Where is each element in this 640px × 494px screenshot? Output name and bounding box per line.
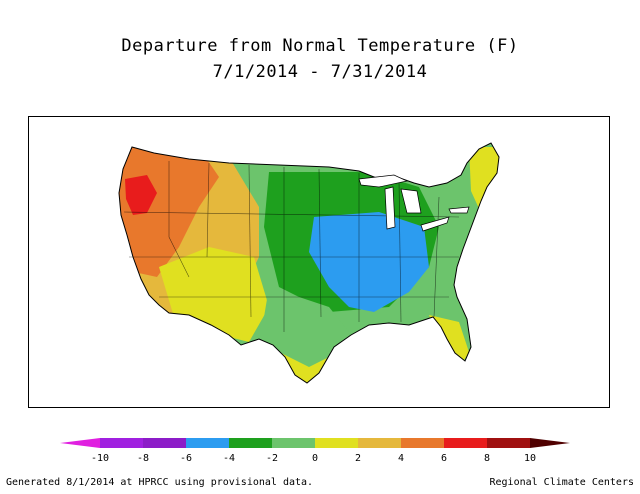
legend-tick-label: -8 — [137, 453, 149, 464]
legend-swatch — [401, 438, 444, 448]
lake-superior — [358, 174, 409, 188]
zone-pacific-coast-hot — [119, 143, 219, 277]
credit-label: Regional Climate Centers — [489, 477, 635, 488]
legend-tick-label: 2 — [355, 453, 361, 464]
legend-tick-label: 4 — [398, 453, 404, 464]
temperature-zones — [119, 143, 499, 383]
legend-ticks: -10 -8 -6 -4 -2 0 2 4 6 8 10 — [91, 453, 536, 464]
state-line — [206, 162, 210, 258]
map-title: Departure from Normal Temperature (F) — [121, 36, 519, 56]
legend-tick-label: -2 — [266, 453, 278, 464]
state-line — [318, 168, 322, 318]
legend-swatch — [100, 438, 143, 448]
map-frame — [28, 116, 610, 408]
state-line — [248, 164, 252, 318]
zone-southwest-mild — [159, 247, 269, 342]
legend-high-arrow — [530, 438, 570, 448]
zone-northern-california-very-hot — [125, 175, 157, 215]
generated-note: Generated 8/1/2014 at HPRCC using provis… — [6, 477, 314, 488]
state-boundaries — [123, 161, 460, 332]
state-line — [123, 211, 460, 218]
state-line — [398, 180, 402, 323]
legend-swatch — [487, 438, 530, 448]
legend-low-arrow — [60, 438, 100, 448]
legend-tick-label: -6 — [180, 453, 192, 464]
legend-tick-label: 10 — [524, 453, 536, 464]
legend-swatch — [143, 438, 186, 448]
legend-swatch — [444, 438, 487, 448]
us-temperature-map — [118, 142, 500, 384]
lake-erie — [420, 216, 450, 232]
lake-michigan — [384, 186, 396, 230]
lake-ontario — [448, 206, 470, 214]
legend-tick-label: -10 — [91, 453, 109, 464]
legend-swatch — [315, 438, 358, 448]
legend-bar — [60, 438, 570, 448]
map-date-range: 7/1/2014 - 7/31/2014 — [212, 62, 428, 82]
color-legend: -10 -8 -6 -4 -2 0 2 4 6 8 10 — [60, 438, 570, 464]
state-line — [168, 161, 190, 278]
legend-swatch — [186, 438, 229, 448]
legend-tick-label: -4 — [223, 453, 235, 464]
legend-tick-label: 6 — [441, 453, 447, 464]
legend-tick-label: 0 — [312, 453, 318, 464]
legend-swatch — [358, 438, 401, 448]
great-lakes — [358, 174, 470, 232]
lake-huron — [400, 188, 422, 214]
legend-tick-label: 8 — [484, 453, 490, 464]
legend-swatch — [272, 438, 315, 448]
legend-swatch — [229, 438, 272, 448]
zone-central-midwest-cold — [309, 212, 429, 312]
